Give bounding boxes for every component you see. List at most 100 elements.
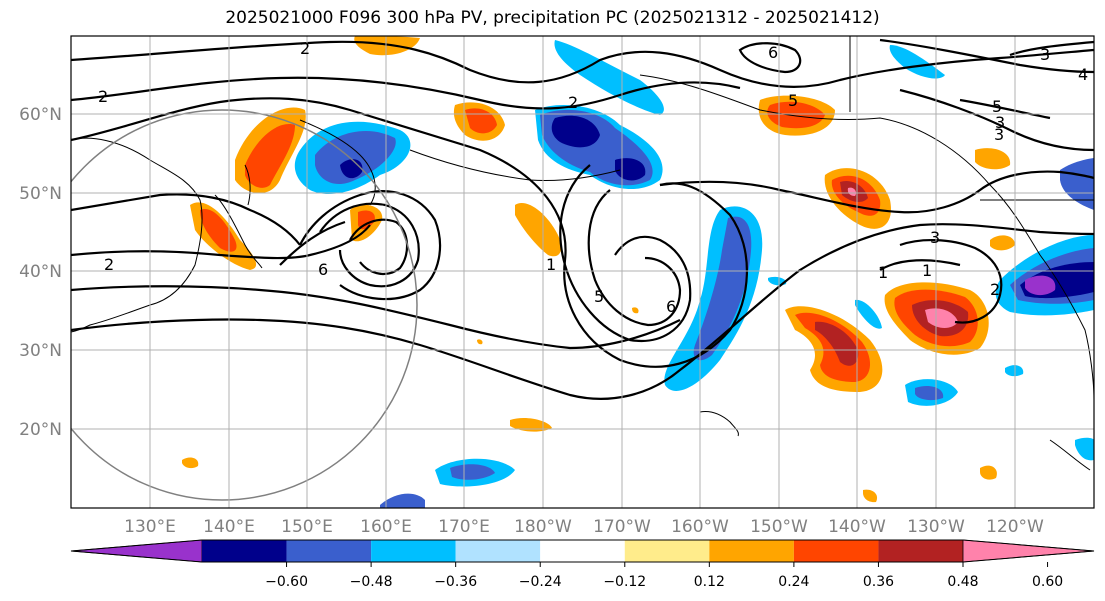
colorbar-bin [455, 540, 541, 562]
precip-positive-region [477, 339, 483, 345]
pv-contour [319, 202, 420, 288]
map-frame [70, 35, 1095, 509]
contour-label: 1 [922, 261, 932, 280]
colorbar-tick-label: 0.60 [1032, 574, 1063, 590]
lon-label: 170°E [438, 517, 490, 537]
map-title: 2025021000 F096 300 hPa PV, precipitatio… [225, 8, 880, 28]
precip-positive-region [767, 101, 825, 129]
colorbar-bin [540, 540, 625, 562]
pv-contour [659, 170, 1094, 214]
contour-label: 2 [568, 93, 578, 112]
lat-label: 60°N [19, 105, 62, 125]
colorbar-tick-label: −0.24 [519, 574, 562, 590]
contour-label: 2 [300, 39, 310, 58]
lon-label: 150°E [281, 517, 333, 537]
precip-negative-region [855, 299, 882, 329]
precip-negative-region [1060, 158, 1094, 210]
colorbar-tick-label: 0.24 [778, 574, 809, 590]
precip-negative-region [1005, 365, 1024, 377]
colorbar-extend-max [962, 539, 1095, 563]
colorbar-tick-label: −0.48 [350, 574, 393, 590]
contour-label: 5 [594, 287, 604, 306]
coastline-asia [71, 137, 203, 333]
longitude-labels: 130°E 140°E 150°E 160°E 170°E 180°W 170°… [124, 517, 1044, 537]
pv-contour [899, 88, 1094, 152]
coastline-hawaii [699, 411, 739, 437]
precip-positive-region [200, 209, 237, 252]
precip-positive-region [980, 465, 997, 480]
precip-positive-region [358, 210, 375, 230]
colorbar-tick-label: 0.12 [694, 574, 725, 590]
precip-negative-region [380, 493, 425, 508]
precip-negative-region [1075, 437, 1094, 461]
pv-contour [71, 193, 301, 246]
precip-positive-region [465, 108, 497, 134]
contour-label: 6 [666, 297, 676, 316]
colorbar: −0.60 −0.48 −0.36 −0.24 −0.12 0.12 0.24 0.36 0.4… [70, 539, 1095, 590]
region-circle [71, 109, 418, 501]
contour-label: 5 [788, 91, 798, 110]
contour-label: 3 [995, 113, 1005, 132]
lon-label: 140°E [203, 517, 255, 537]
precip-positive-region [632, 307, 639, 314]
colorbar-extend-min [70, 539, 203, 563]
colorbar-frame [70, 539, 1095, 563]
coastline-mexico [1049, 439, 1091, 471]
gridlines [71, 36, 1094, 508]
lon-label: 130°W [907, 517, 965, 537]
contour-label: 6 [768, 43, 778, 62]
precip-negative-region [551, 115, 600, 148]
pv-contour [71, 223, 1094, 400]
precip-positive-region [990, 235, 1015, 251]
lat-label: 40°N [19, 262, 62, 282]
pv-contour [1009, 40, 1094, 57]
latitude-labels: 60°N 50°N 40°N 30°N 20°N [19, 105, 62, 440]
colorbar-tick-label: −0.60 [265, 574, 308, 590]
colorbar-bin [624, 540, 710, 562]
colorbar-bin [793, 540, 879, 562]
precip-positive-region [815, 321, 859, 366]
lon-label: 160°E [360, 517, 412, 537]
precip-positive-region [515, 203, 562, 257]
coastlines [71, 36, 1094, 471]
pv-contour [879, 259, 961, 271]
precip-shading [182, 36, 1094, 508]
map-plot-area: 2 2 2 2 6 1 5 6 6 5 3 4 3 3 1 1 2 5 3 [71, 36, 1094, 508]
precip-negative-region [889, 45, 945, 79]
pv-contour [299, 190, 442, 301]
lon-label: 120°W [986, 517, 1044, 537]
lon-label: 160°W [671, 517, 729, 537]
pv-contour [71, 40, 1094, 88]
contour-label: 3 [1040, 45, 1050, 64]
precip-negative-region [615, 158, 646, 181]
contour-labels: 2 2 2 2 6 1 5 6 6 5 3 4 3 3 1 1 2 5 3 [98, 39, 1088, 316]
pv-contour [71, 224, 371, 260]
precip-positive-region [182, 457, 199, 469]
pv-contours [71, 38, 1094, 400]
lon-label: 130°E [124, 517, 176, 537]
pv-contour [559, 164, 692, 343]
contour-label: 4 [1078, 65, 1088, 84]
lat-label: 50°N [19, 184, 62, 204]
colorbar-bin [371, 540, 456, 562]
pv-contour [71, 285, 681, 350]
coastline-alaska [639, 74, 1094, 401]
precip-negative-region [1025, 275, 1056, 296]
lon-label: 150°W [750, 517, 808, 537]
pv-contour [959, 98, 1051, 120]
colorbar-tick-label: −0.12 [603, 574, 646, 590]
contour-label: 6 [318, 260, 328, 279]
lat-label: 20°N [19, 420, 62, 440]
colorbar-tick-label: −0.36 [434, 574, 477, 590]
lon-label: 170°W [593, 517, 651, 537]
precip-positive-region [975, 148, 1011, 170]
pv-contour [879, 38, 1094, 74]
pv-contour [587, 189, 682, 327]
contour-label: 5 [992, 97, 1002, 116]
contour-label: 2 [104, 255, 114, 274]
precip-positive-region [245, 124, 295, 188]
precip-positive-region [510, 417, 552, 432]
pv-contour [899, 238, 1003, 324]
precip-negative-region [450, 464, 495, 480]
